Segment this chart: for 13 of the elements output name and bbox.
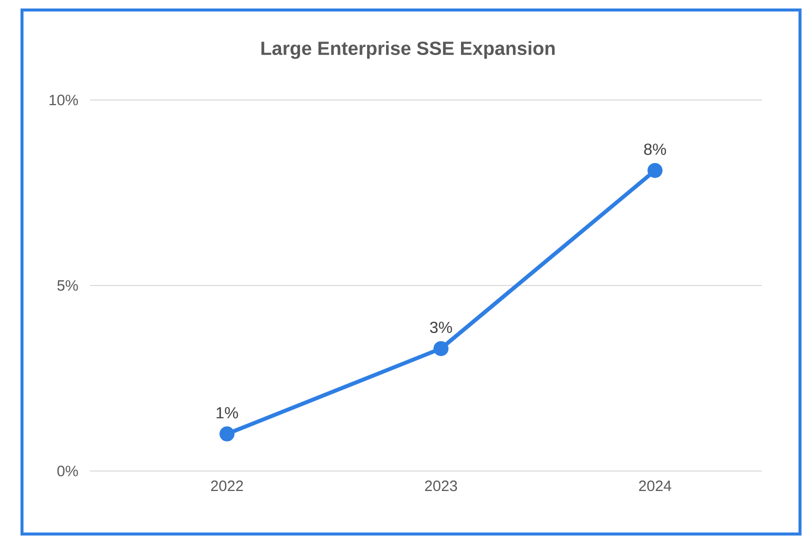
x-tick-label: 2024 (639, 480, 672, 492)
point (220, 426, 235, 442)
y-tick-label: 5% (57, 280, 78, 292)
x-tick-label: 2023 (425, 480, 458, 492)
x-tick-label: 2022 (211, 480, 243, 492)
y-tick-label: 10% (50, 94, 78, 106)
point (648, 163, 663, 178)
point (434, 341, 449, 356)
data-label: 8% (644, 144, 666, 156)
chart-title: Large Enterprise SSE Expansion (261, 41, 555, 60)
data-label: 3% (430, 322, 452, 334)
data-label: 1% (216, 407, 238, 419)
y-tick-label: 0% (57, 466, 78, 477)
